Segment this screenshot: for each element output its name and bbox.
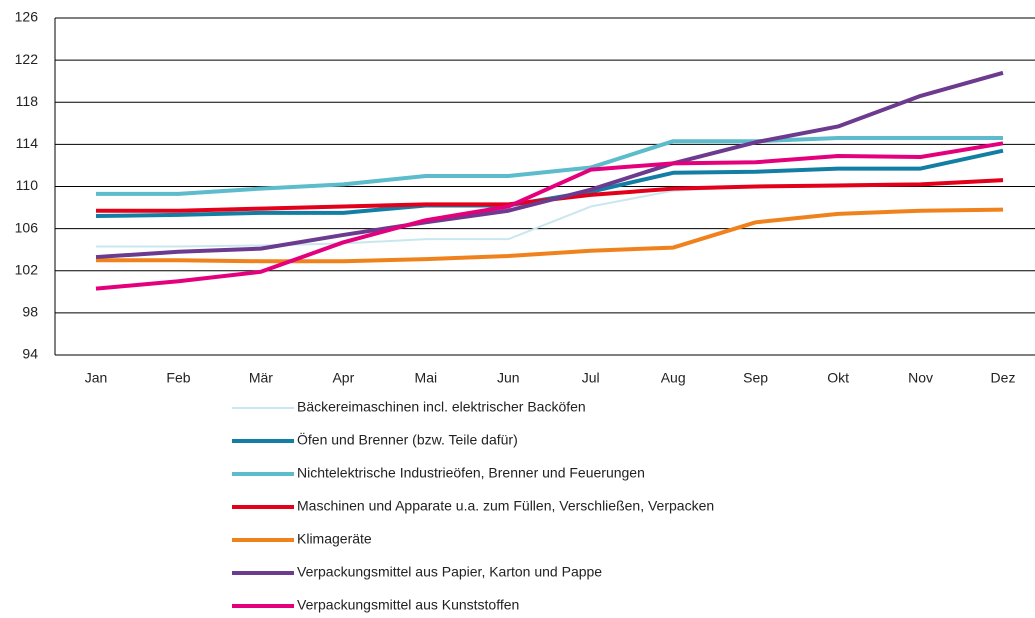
series-line [96, 207, 1004, 264]
series-line [95, 70, 1004, 260]
x-tick-label: Mär [249, 370, 273, 386]
y-tick-label: 102 [15, 261, 39, 277]
legend-label: Verpackungsmittel aus Papier, Karton und… [297, 564, 602, 580]
x-tick-label: Sep [743, 370, 768, 386]
y-tick-label: 114 [16, 135, 39, 151]
x-tick-label: Aug [661, 370, 686, 386]
legend-label: Verpackungsmittel aus Kunststoffen [297, 597, 519, 613]
y-tick-label: 122 [15, 51, 39, 67]
legend-label: Klimageräte [297, 531, 372, 547]
x-tick-label: Feb [166, 370, 190, 386]
x-tick-label: Jan [85, 370, 108, 386]
y-tick-label: 118 [16, 93, 39, 109]
y-tick-label: 106 [15, 219, 39, 235]
series-line [96, 178, 1004, 213]
legend-label: Nichtelektrische Industrieöfen, Brenner … [297, 465, 645, 481]
x-tick-label: Okt [827, 370, 849, 386]
series-line [96, 136, 1003, 196]
x-tick-label: Nov [908, 370, 933, 386]
y-tick-label: 98 [22, 304, 38, 320]
y-tick-label: 94 [22, 346, 38, 362]
series-line [95, 141, 1004, 291]
x-tick-label: Apr [332, 370, 354, 386]
legend-label: Öfen und Brenner (bzw. Teile dafür) [297, 431, 518, 448]
x-tick-label: Dez [991, 370, 1016, 386]
legend-label: Maschinen und Apparate u.a. zum Füllen, … [297, 498, 714, 514]
y-tick-label: 126 [15, 9, 39, 25]
legend-label: Bäckereimaschinen incl. elektrischer Bac… [297, 399, 586, 415]
x-tick-label: Jun [497, 370, 520, 386]
x-tick-label: Jul [582, 370, 600, 386]
y-tick-label: 110 [16, 177, 39, 193]
x-tick-label: Mai [415, 370, 438, 386]
